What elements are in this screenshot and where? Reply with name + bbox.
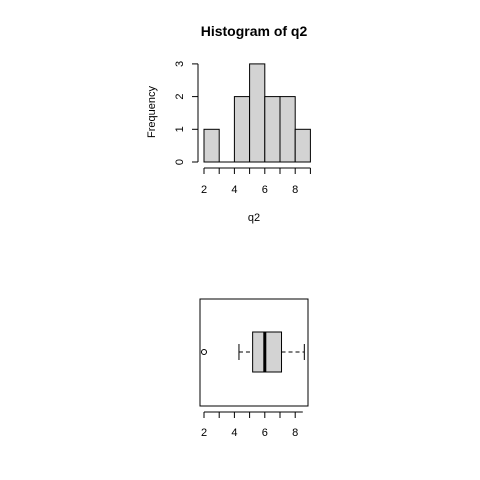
histogram-y-tick-label: 1 bbox=[174, 126, 186, 132]
boxplot-x-tick-label: 8 bbox=[292, 427, 298, 439]
boxplot-plot: 2 4 6 8 bbox=[200, 299, 308, 439]
histogram-bar bbox=[250, 64, 265, 162]
histogram-y-tick-label: 3 bbox=[174, 61, 186, 67]
histogram-bar bbox=[295, 129, 310, 162]
histogram-bar bbox=[204, 129, 219, 162]
histogram-bar bbox=[280, 97, 295, 162]
histogram-bar bbox=[265, 97, 280, 162]
boxplot-x-tick-label: 6 bbox=[262, 427, 268, 439]
boxplot-outlier bbox=[202, 350, 207, 355]
boxplot-x-tick-label: 2 bbox=[201, 427, 207, 439]
boxplot-x-tick-label: 4 bbox=[231, 427, 237, 439]
histogram-title: Histogram of q2 bbox=[201, 23, 308, 39]
boxplot-box bbox=[253, 332, 282, 372]
histogram-bar bbox=[234, 97, 249, 162]
histogram-x-tick-label: 6 bbox=[262, 184, 268, 196]
histogram-y-tick-label: 2 bbox=[174, 94, 186, 100]
histogram-x-tick-label: 4 bbox=[231, 184, 237, 196]
histogram-x-tick-label: 8 bbox=[292, 184, 298, 196]
histogram-plot: 2 4 6 8 0 1 2 3 bbox=[174, 61, 310, 196]
histogram-x-label: q2 bbox=[248, 212, 260, 224]
histogram-y-tick-label: 0 bbox=[174, 159, 186, 165]
histogram-x-tick-label: 2 bbox=[201, 184, 207, 196]
histogram-y-label: Frequency bbox=[146, 86, 158, 138]
